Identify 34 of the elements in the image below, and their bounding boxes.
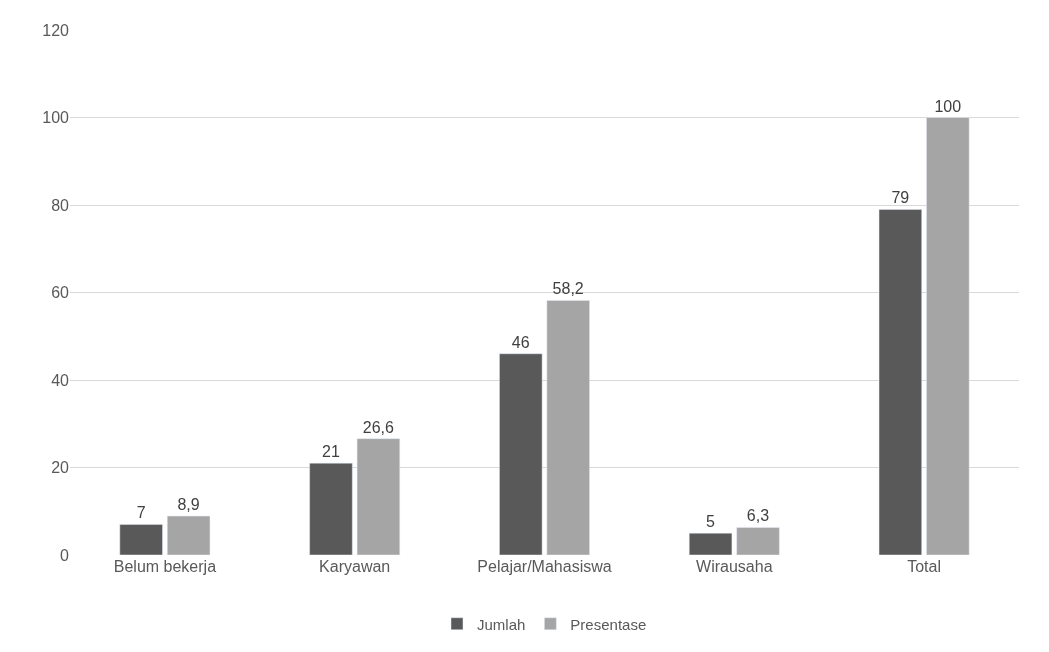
x-tick-label: Belum bekerja	[113, 558, 217, 575]
x-tick-label: Wirausaha	[696, 558, 773, 575]
bar	[736, 527, 780, 555]
bar	[546, 300, 590, 555]
data-label: 5	[706, 513, 716, 531]
bar	[167, 515, 211, 555]
data-label: 6,3	[746, 507, 770, 525]
x-tick-label: Pelajar/Mahasiswa	[477, 558, 612, 575]
y-tick-label: 40	[51, 371, 70, 389]
bar	[878, 209, 922, 555]
bar	[688, 532, 733, 555]
x-tick-label: Total	[907, 558, 941, 575]
data-label: 26,6	[362, 418, 395, 436]
data-label: 58,2	[552, 280, 584, 298]
data-label: 79	[891, 189, 910, 207]
data-label: 100	[934, 97, 962, 115]
legend-label: Jumlah	[477, 615, 526, 633]
legend-label: Presentase	[570, 615, 647, 633]
bar	[499, 353, 543, 555]
y-tick-label: 60	[51, 284, 70, 302]
x-tick-label: Karyawan	[319, 558, 391, 575]
bar	[356, 438, 401, 555]
y-tick-label: 20	[51, 459, 70, 477]
bar	[119, 524, 163, 555]
data-label: 21	[322, 443, 340, 461]
y-tick-label: 120	[42, 21, 70, 39]
y-tick-label: 80	[51, 196, 70, 214]
data-label: 8,9	[177, 496, 200, 514]
y-tick-label: 0	[60, 546, 70, 564]
bar	[309, 462, 353, 555]
y-tick-label: 100	[42, 109, 70, 127]
data-label: 7	[136, 504, 146, 522]
bar	[926, 117, 970, 555]
data-label: 46	[511, 333, 530, 351]
